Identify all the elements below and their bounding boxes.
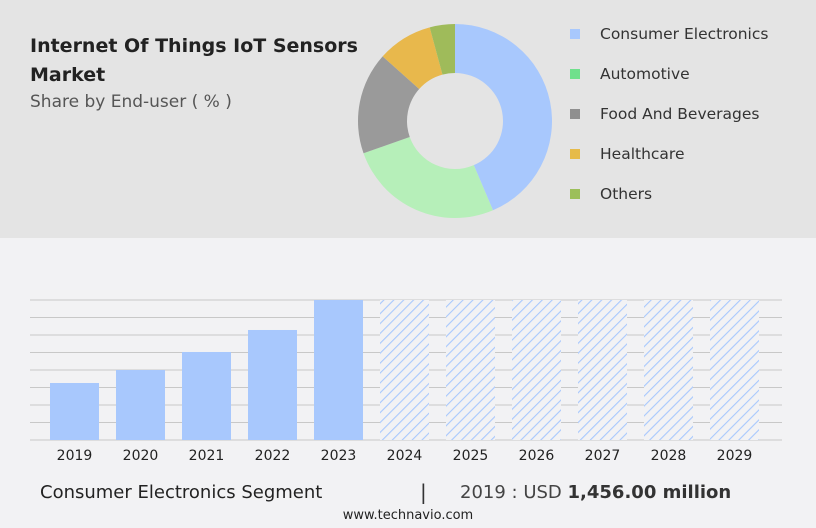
legend-item: Consumer Electronics (570, 14, 768, 54)
x-tick-label: 2024 (387, 448, 423, 464)
bar-2025-forecast (446, 300, 495, 440)
legend-label: Others (600, 185, 653, 203)
x-tick-label: 2025 (453, 448, 489, 464)
bar-2022 (248, 329, 297, 440)
legend-item: Others (570, 174, 768, 214)
x-tick-label: 2021 (189, 448, 225, 464)
bar-2021 (182, 351, 231, 440)
year-label: 2019 : USD (460, 482, 562, 503)
legend-swatch (570, 29, 580, 39)
separator: | (420, 480, 427, 504)
bar-2029-forecast (710, 300, 759, 440)
legend-swatch (570, 69, 580, 79)
x-tick-label: 2026 (519, 448, 555, 464)
x-tick-label: 2020 (123, 448, 159, 464)
legend-item: Automotive (570, 54, 768, 94)
donut-slice-healthcare (382, 27, 443, 90)
legend-item: Food And Beverages (570, 94, 768, 134)
legend-label: Healthcare (600, 145, 685, 163)
donut-slice-others (429, 24, 455, 75)
legend-item: Healthcare (570, 134, 768, 174)
x-tick-label: 2029 (717, 448, 753, 464)
legend-swatch (570, 149, 580, 159)
x-tick-label: 2027 (585, 448, 621, 464)
x-tick-label: 2028 (651, 448, 687, 464)
bar-2028-forecast (644, 300, 693, 440)
legend-swatch (570, 109, 580, 119)
chart-title: Internet Of Things IoT Sensors Market (30, 35, 358, 86)
bar-2026-forecast (512, 300, 561, 440)
bar-2020 (116, 370, 165, 440)
legend: Consumer Electronics Automotive Food And B… (570, 14, 768, 214)
source-url: www.technavio.com (342, 508, 474, 523)
x-tick-label: 2023 (321, 448, 357, 464)
bar-2023 (314, 300, 363, 440)
segment-label: Consumer Electronics Segment (40, 482, 323, 503)
bar-2019 (50, 382, 99, 440)
value-amount: 1,456.00 million (567, 482, 732, 503)
donut-chart (357, 24, 552, 218)
bar-2027-forecast (578, 300, 627, 440)
donut-slice-food-and-beverages (357, 56, 420, 154)
bar-chart: 2019 2020 2021 2022 2023 2024 2025 2026 2027 2028… (30, 299, 782, 464)
legend-label: Automotive (600, 65, 690, 83)
x-tick-label: 2022 (255, 448, 291, 464)
x-tick-label: 2019 (57, 448, 93, 464)
segment-value: 2019 : USD 1,456.00 million (460, 482, 731, 503)
donut-slice-consumer-electronics (455, 24, 552, 211)
bar-2024-forecast (380, 300, 429, 440)
chart-subtitle: Share by End-user ( % ) (30, 92, 232, 112)
legend-label: Consumer Electronics (600, 25, 769, 43)
donut-slice-automotive (363, 136, 493, 218)
legend-swatch (570, 189, 580, 199)
legend-label: Food And Beverages (600, 105, 760, 123)
